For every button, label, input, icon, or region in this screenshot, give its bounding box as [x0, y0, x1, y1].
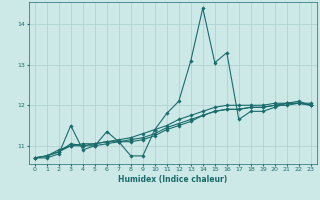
X-axis label: Humidex (Indice chaleur): Humidex (Indice chaleur) — [118, 175, 228, 184]
